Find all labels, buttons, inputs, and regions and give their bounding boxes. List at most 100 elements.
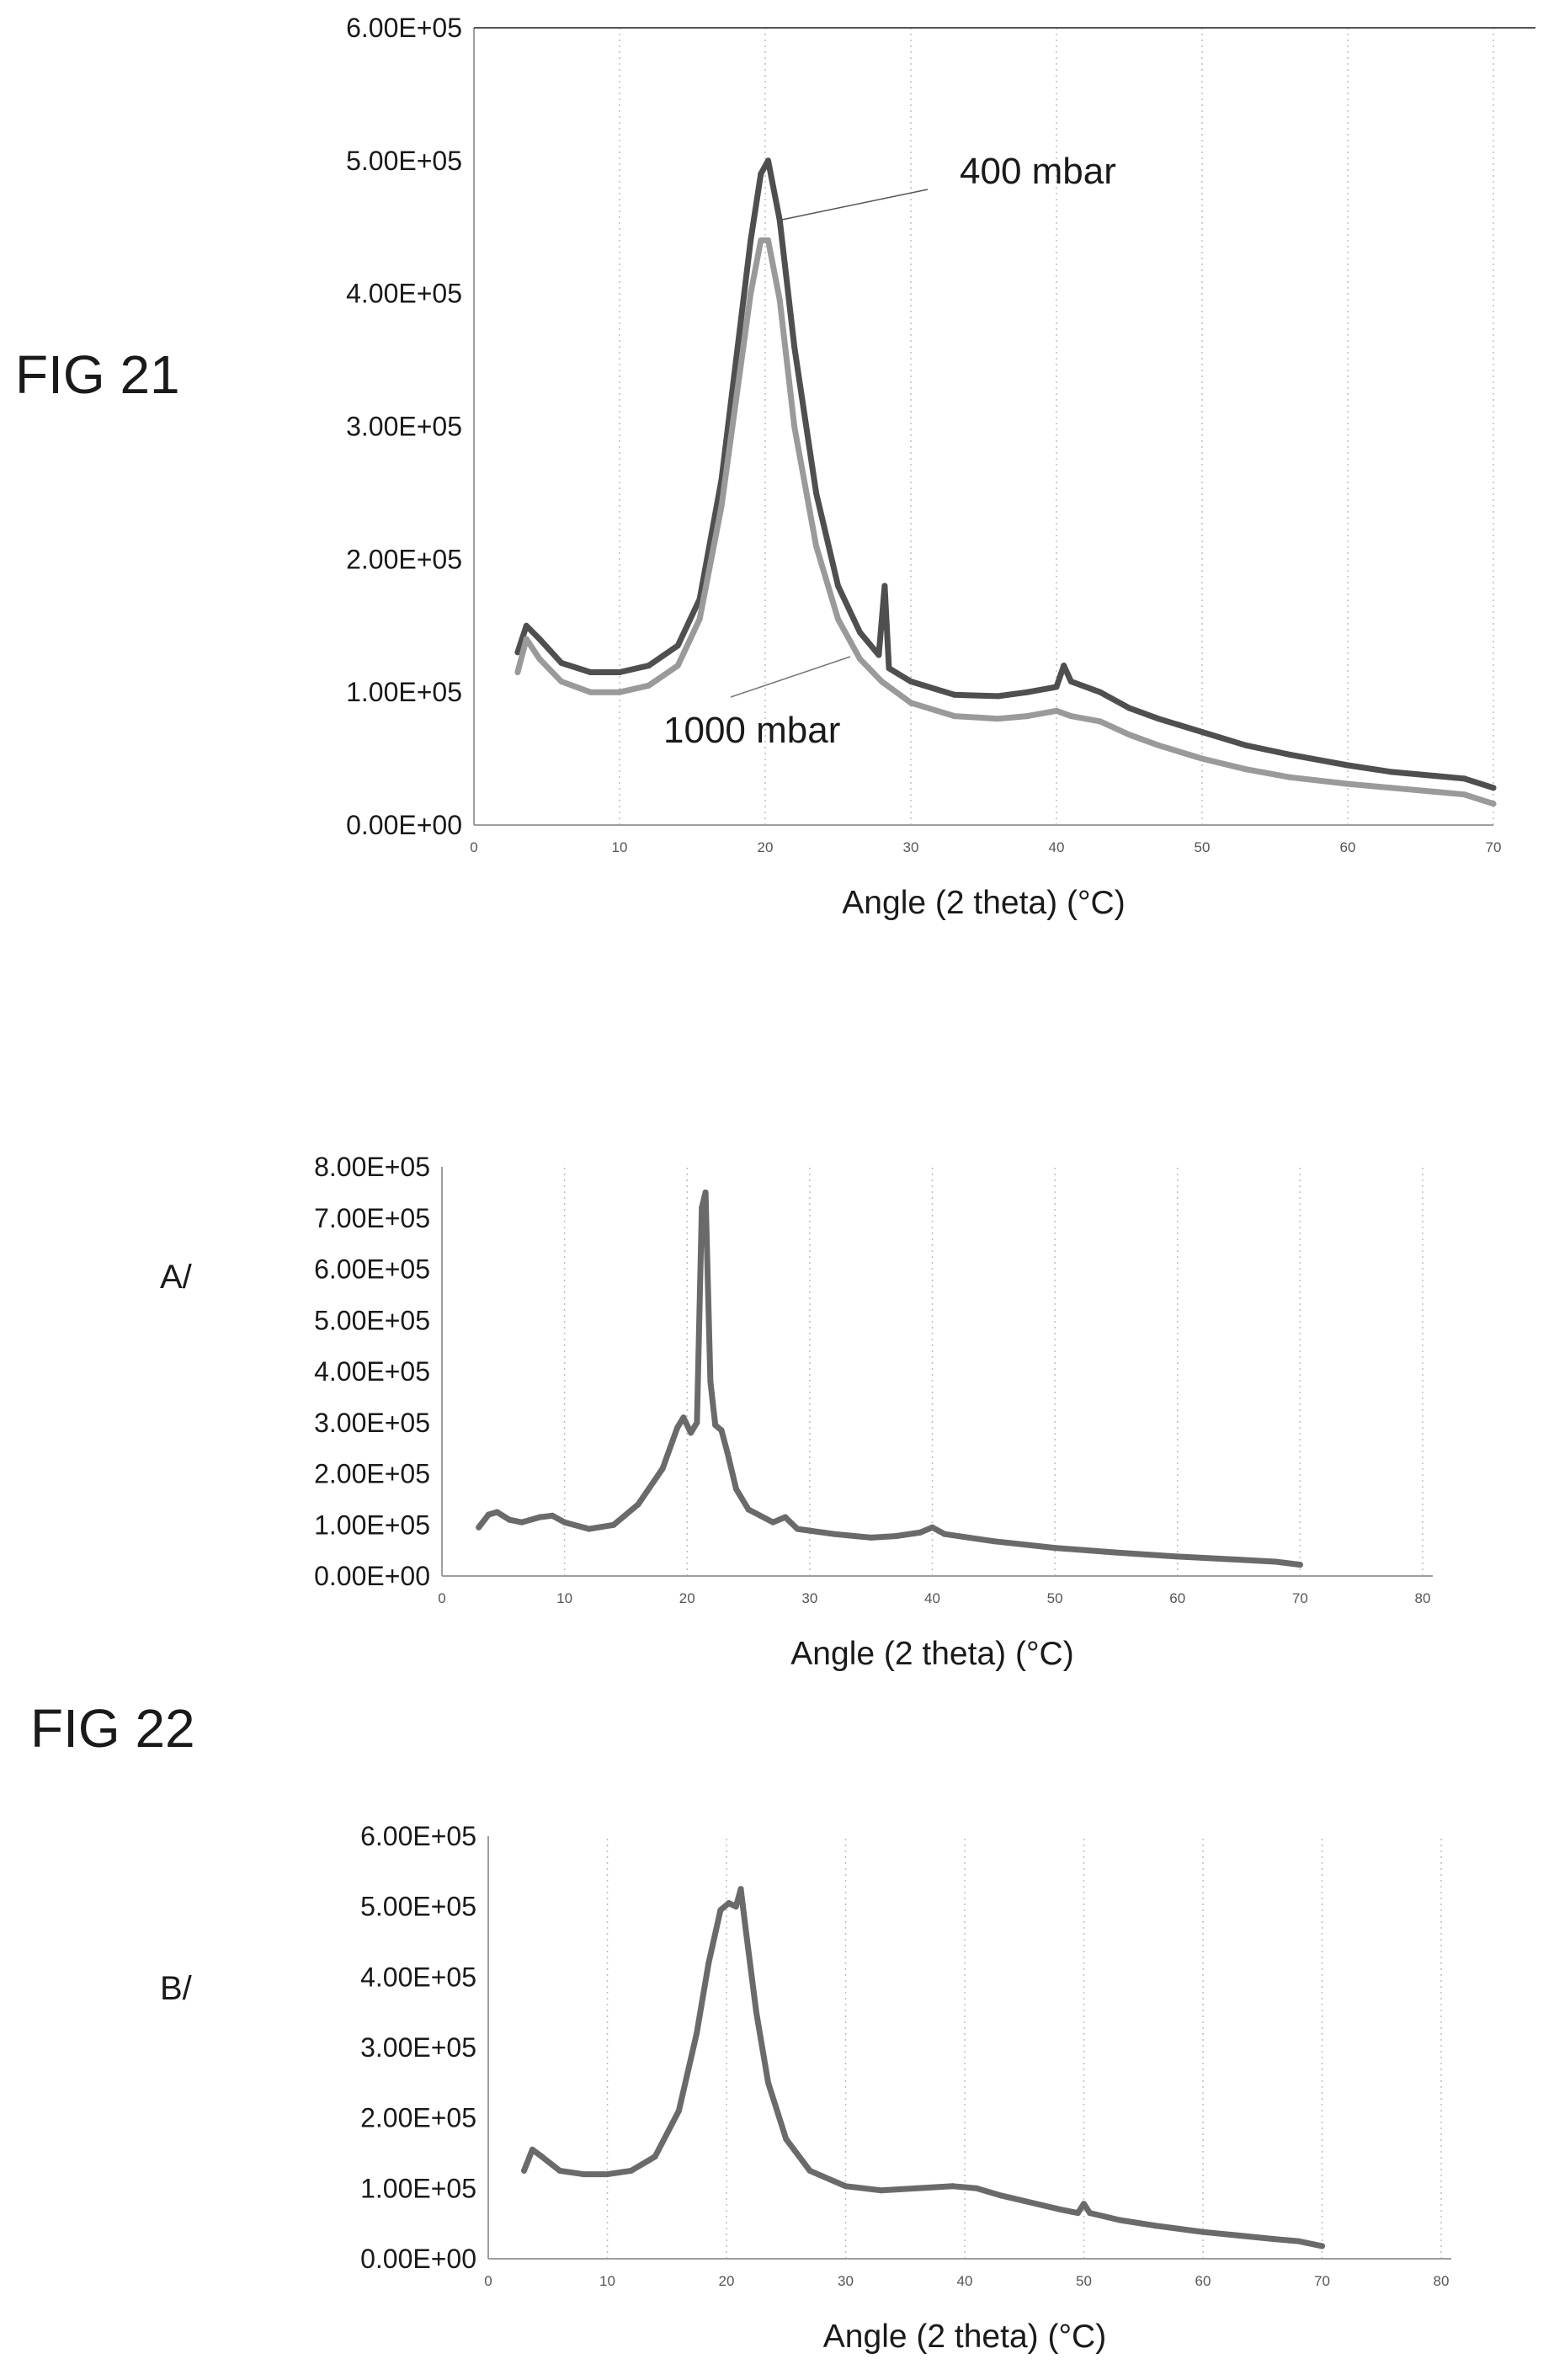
x-axis-label: Angle (2 theta) (°C) xyxy=(823,2319,1106,2355)
data-point xyxy=(674,1424,681,1431)
x-tick-label: 30 xyxy=(801,1590,817,1606)
y-tick-label: 7.00E+05 xyxy=(314,1203,430,1233)
data-point xyxy=(659,1465,666,1472)
data-point xyxy=(878,679,885,684)
series-line xyxy=(476,1189,1303,1568)
data-point xyxy=(1126,732,1132,738)
data-point xyxy=(696,615,703,622)
data-point xyxy=(1272,1558,1279,1565)
data-point xyxy=(997,2192,1003,2199)
annotation-label: 400 mbar xyxy=(960,151,1116,192)
data-point xyxy=(506,1516,513,1523)
data-point xyxy=(1295,2238,1301,2244)
x-tick-label: 40 xyxy=(1049,839,1065,855)
data-point xyxy=(1432,789,1439,795)
x-tick-label: 80 xyxy=(1434,2273,1450,2289)
y-tick-label: 2.00E+05 xyxy=(314,1459,430,1489)
data-point xyxy=(610,1521,617,1528)
data-point xyxy=(587,669,593,675)
data-point xyxy=(732,357,739,364)
panel-a-label: A/ xyxy=(160,1259,192,1296)
data-point xyxy=(580,2171,587,2178)
x-tick-label: 60 xyxy=(1195,2273,1211,2289)
data-point xyxy=(519,1519,525,1525)
data-point xyxy=(494,1509,500,1515)
data-point xyxy=(558,659,565,666)
data-point xyxy=(694,2030,700,2037)
data-point xyxy=(917,1529,923,1536)
data-point xyxy=(705,1960,712,1967)
data-point xyxy=(995,693,1002,700)
x-tick-label: 20 xyxy=(679,1590,695,1606)
data-point xyxy=(835,615,841,622)
data-point xyxy=(674,663,681,669)
data-point xyxy=(717,1907,724,1914)
data-point xyxy=(726,1900,732,1906)
data-point xyxy=(878,2187,885,2194)
data-point xyxy=(1097,689,1104,695)
data-point xyxy=(813,489,819,496)
data-point xyxy=(1155,716,1162,722)
data-point xyxy=(1271,2236,1278,2243)
y-tick-label: 0.00E+00 xyxy=(314,1561,430,1591)
data-point xyxy=(1461,775,1467,782)
data-point xyxy=(1074,2210,1081,2217)
x-tick-label: 50 xyxy=(1195,839,1211,855)
data-point xyxy=(806,2167,813,2174)
x-tick-label: 30 xyxy=(838,2273,854,2289)
x-tick-label: 60 xyxy=(1340,839,1356,855)
x-tick-label: 70 xyxy=(1292,1590,1308,1606)
annotation-leader xyxy=(730,656,851,698)
y-tick-label: 3.00E+05 xyxy=(346,412,462,442)
data-point xyxy=(586,1525,593,1532)
data-point xyxy=(1087,2210,1094,2217)
data-point xyxy=(733,1486,739,1493)
y-tick-label: 0.00E+00 xyxy=(360,2244,476,2274)
data-point xyxy=(1296,1562,1303,1568)
annotation-leader xyxy=(778,189,929,221)
data-point xyxy=(558,679,565,684)
data-point xyxy=(718,1427,725,1434)
x-tick-label: 50 xyxy=(1047,1590,1063,1606)
data-point xyxy=(521,2167,527,2174)
data-point xyxy=(941,1531,948,1537)
data-point xyxy=(675,2107,682,2114)
y-tick-label: 3.00E+05 xyxy=(314,1408,430,1438)
x-axis-label: Angle (2 theta) (°C) xyxy=(790,1636,1073,1672)
y-tick-label: 6.00E+05 xyxy=(360,1821,476,1851)
y-tick-label: 4.00E+05 xyxy=(314,1356,430,1387)
data-point xyxy=(646,663,652,669)
data-point xyxy=(950,2183,956,2190)
data-point xyxy=(537,1514,543,1520)
data-point xyxy=(1081,2201,1087,2207)
y-tick-label: 1.00E+05 xyxy=(360,2173,476,2203)
y-tick-label: 5.00E+05 xyxy=(314,1305,430,1335)
y-tick-label: 3.00E+05 xyxy=(360,2032,476,2063)
data-point xyxy=(765,157,771,164)
x-tick-label: 0 xyxy=(470,839,477,855)
y-tick-label: 4.00E+05 xyxy=(360,1962,476,1992)
y-tick-label: 6.00E+05 xyxy=(346,13,462,43)
data-point xyxy=(628,2167,635,2174)
data-point xyxy=(536,656,543,663)
fig21-label: FIG 21 xyxy=(15,344,180,405)
chart-fig21: 0.00E+00 1.00E+05 2.00E+05 3.00E+05 4.00E+05… xyxy=(346,13,1535,921)
data-point xyxy=(694,1419,700,1426)
data-point xyxy=(831,1531,838,1537)
data-point xyxy=(635,1501,641,1508)
data-point xyxy=(1243,742,1249,748)
data-point xyxy=(1053,707,1060,714)
y-tick-label: 2.00E+05 xyxy=(346,544,462,574)
data-point xyxy=(1051,1545,1058,1552)
data-point xyxy=(951,713,958,720)
data-point xyxy=(1174,1553,1181,1560)
data-point xyxy=(604,2171,610,2178)
data-point xyxy=(556,2167,563,2174)
data-point xyxy=(881,583,888,589)
data-point xyxy=(1152,2223,1158,2229)
data-point xyxy=(794,1525,801,1532)
y-tick-label: 2.00E+05 xyxy=(360,2103,476,2133)
data-point xyxy=(523,622,530,629)
annotation-label: 1000 mbar xyxy=(663,710,840,751)
